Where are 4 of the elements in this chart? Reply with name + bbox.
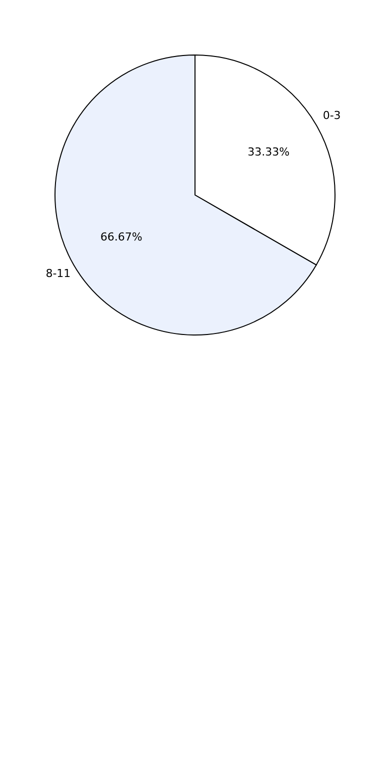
data-label: 33.33% [248,145,290,158]
slice-label: 0-3 [322,108,341,122]
slice-label: 8-11 [46,267,71,280]
data-label: 66.67% [100,230,142,244]
